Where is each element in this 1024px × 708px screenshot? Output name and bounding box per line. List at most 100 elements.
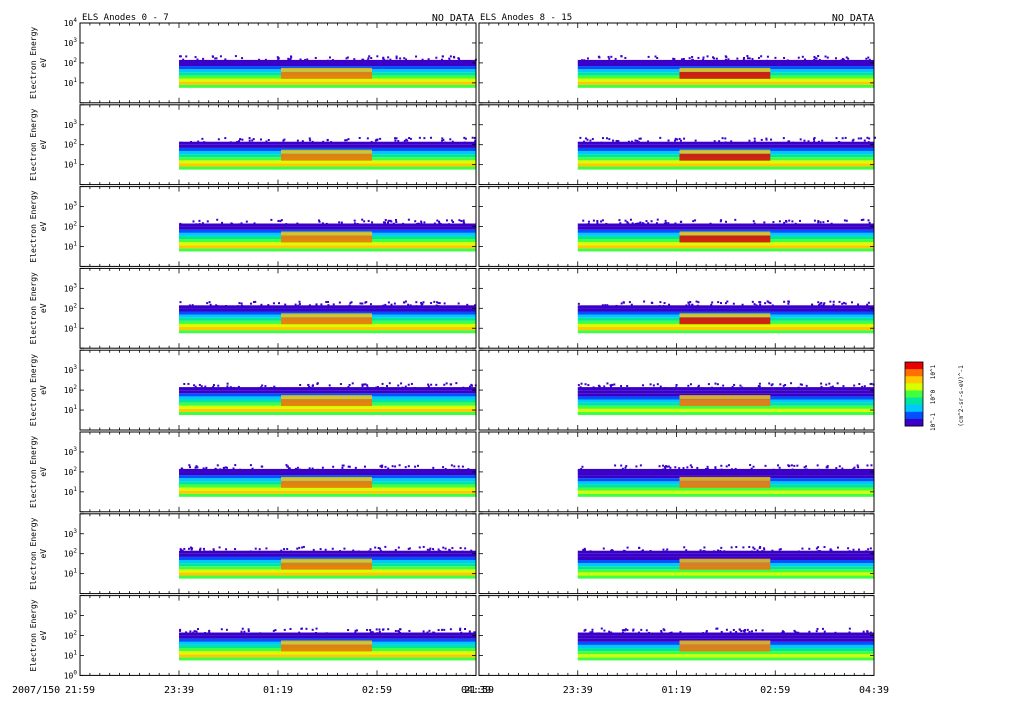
noise-pixel xyxy=(614,57,617,60)
noise-pixel xyxy=(441,139,444,142)
noise-pixel xyxy=(860,137,863,140)
noise-pixel xyxy=(778,466,781,469)
heat-band xyxy=(577,468,874,473)
heat-band xyxy=(577,493,874,497)
heat-band xyxy=(179,493,477,497)
noise-pixel xyxy=(746,628,749,631)
noise-pixel xyxy=(683,137,686,140)
noise-pixel xyxy=(702,56,705,59)
noise-pixel xyxy=(348,384,351,387)
heat-enhancement xyxy=(280,480,373,488)
noise-pixel xyxy=(407,465,410,468)
noise-pixel xyxy=(250,302,253,305)
heat-band xyxy=(179,223,477,227)
noise-pixel xyxy=(261,384,264,387)
heat-band xyxy=(179,635,477,639)
noise-pixel xyxy=(301,546,304,549)
noise-pixel xyxy=(448,549,451,552)
noise-pixel xyxy=(320,303,323,306)
noise-pixel xyxy=(366,628,369,631)
noise-pixel xyxy=(474,139,477,142)
heat-band xyxy=(577,226,874,230)
noise-pixel xyxy=(418,136,421,139)
noise-pixel xyxy=(208,301,211,304)
heat-enhancement xyxy=(679,153,771,161)
noise-pixel xyxy=(422,545,425,548)
colorbar-swatch xyxy=(905,390,923,399)
noise-pixel xyxy=(794,222,797,225)
noise-pixel xyxy=(862,630,865,633)
noise-pixel xyxy=(444,467,447,470)
colorbar-swatch xyxy=(905,369,923,377)
noise-pixel xyxy=(204,468,207,471)
noise-pixel xyxy=(694,139,697,142)
noise-pixel xyxy=(433,300,436,303)
noise-pixel xyxy=(361,302,364,305)
spectrogram-panel xyxy=(478,267,875,349)
heat-band xyxy=(179,229,477,233)
noise-pixel xyxy=(841,302,844,305)
noise-pixel xyxy=(435,304,438,307)
noise-pixel xyxy=(582,219,585,222)
noise-pixel xyxy=(610,385,613,388)
noise-pixel xyxy=(626,384,629,387)
noise-pixel xyxy=(238,468,241,471)
heat-enhancement xyxy=(679,395,771,400)
heat-band xyxy=(577,411,874,416)
noise-pixel xyxy=(666,465,669,468)
noise-pixel xyxy=(193,630,196,633)
y-tick-label: 103 xyxy=(64,282,78,293)
noise-pixel xyxy=(405,138,408,141)
noise-pixel xyxy=(381,386,384,389)
noise-pixel xyxy=(781,630,784,633)
noise-pixel xyxy=(364,301,367,304)
heat-enhancement xyxy=(280,231,373,236)
noise-pixel xyxy=(751,58,754,61)
noise-pixel xyxy=(702,632,705,635)
noise-pixel xyxy=(724,220,727,223)
noise-pixel xyxy=(601,219,604,222)
noise-pixel xyxy=(624,466,627,469)
noise-pixel xyxy=(387,219,390,222)
noise-pixel xyxy=(750,467,753,470)
noise-pixel xyxy=(321,222,324,225)
noise-pixel xyxy=(704,550,707,553)
noise-pixel xyxy=(404,466,407,469)
noise-pixel xyxy=(666,548,669,551)
noise-pixel xyxy=(189,466,192,469)
noise-pixel xyxy=(815,547,818,550)
noise-pixel xyxy=(325,300,328,303)
noise-pixel xyxy=(319,548,322,551)
noise-pixel xyxy=(254,300,257,303)
y-tick-label: 102 xyxy=(64,384,78,395)
noise-pixel xyxy=(748,139,751,142)
noise-pixel xyxy=(345,139,348,142)
noise-pixel xyxy=(407,547,410,550)
noise-pixel xyxy=(260,303,263,306)
noise-pixel xyxy=(194,466,197,469)
noise-pixel xyxy=(829,300,832,303)
noise-pixel xyxy=(766,55,769,58)
noise-pixel xyxy=(861,385,864,388)
noise-pixel xyxy=(852,548,855,551)
noise-pixel xyxy=(428,629,431,632)
noise-pixel xyxy=(326,632,329,635)
noise-pixel xyxy=(272,302,275,305)
noise-pixel xyxy=(224,137,227,140)
noise-pixel xyxy=(191,304,194,307)
noise-pixel xyxy=(206,220,209,223)
y-axis-unit: eV xyxy=(39,549,48,559)
noise-pixel xyxy=(201,137,204,140)
noise-pixel xyxy=(408,136,411,139)
noise-pixel xyxy=(726,300,729,303)
noise-pixel xyxy=(321,466,324,469)
noise-pixel xyxy=(387,301,390,304)
noise-pixel xyxy=(719,549,722,552)
noise-pixel xyxy=(391,465,394,468)
noise-pixel xyxy=(181,549,184,552)
noise-pixel xyxy=(199,547,202,550)
noise-pixel xyxy=(865,57,868,60)
noise-pixel xyxy=(180,141,183,144)
y-tick-label: 102 xyxy=(64,630,78,641)
heat-band xyxy=(179,163,477,167)
